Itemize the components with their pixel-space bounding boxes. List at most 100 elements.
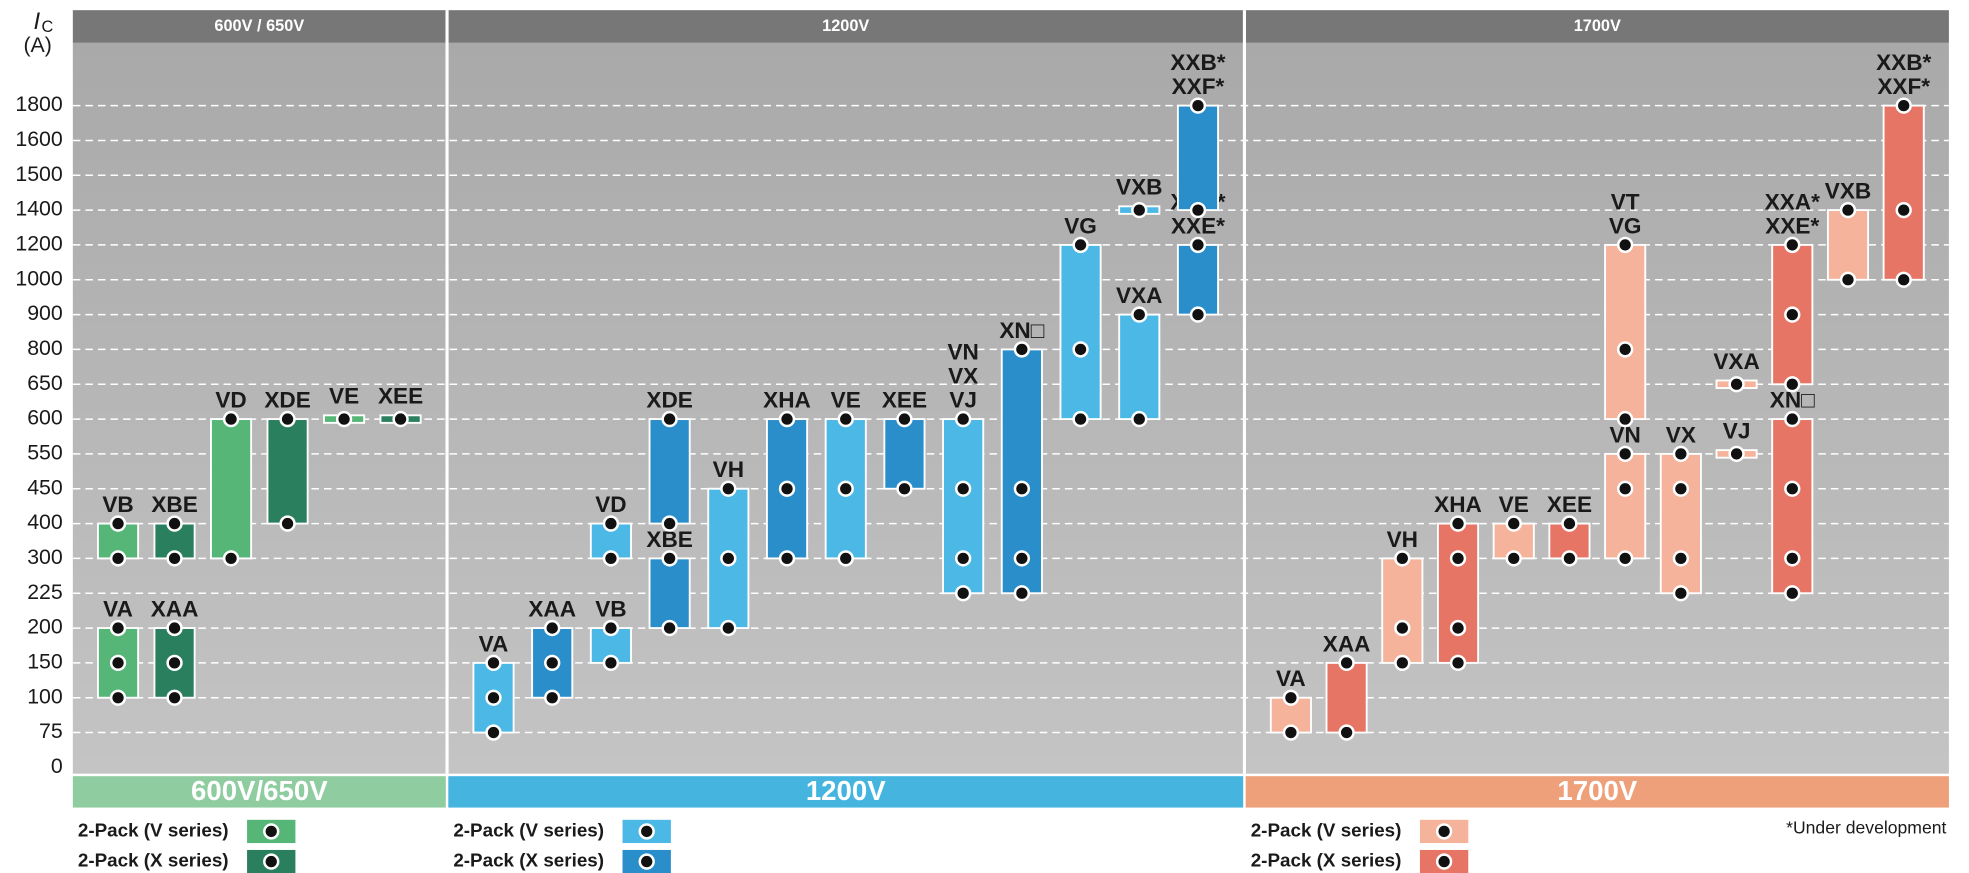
point-marker: [1785, 308, 1799, 322]
y-label-unit: (A): [23, 33, 51, 57]
product-label: VN: [947, 340, 978, 365]
point-marker: [1191, 203, 1205, 217]
point-marker: [780, 412, 794, 426]
range-bar: [1438, 524, 1478, 663]
y-tick-label: 1000: [15, 266, 63, 290]
point-marker: [721, 621, 735, 635]
range-bar: [267, 419, 307, 523]
section-header: 1200V: [822, 17, 869, 35]
product-label: VE: [1499, 492, 1529, 517]
point-marker: [168, 517, 182, 531]
range-bar: [1178, 106, 1218, 210]
y-tick-label: 200: [27, 615, 63, 639]
range-bar: [650, 419, 690, 523]
point-marker: [1618, 447, 1632, 461]
product-label: XEE: [1547, 492, 1592, 517]
product-label: VXA: [1713, 349, 1759, 374]
point-marker: [1785, 551, 1799, 565]
product-label: VH: [713, 457, 744, 482]
point-marker: [111, 517, 125, 531]
point-marker: [1191, 99, 1205, 113]
legend-dot: [640, 825, 654, 839]
range-bar: [1772, 419, 1812, 593]
range-bar: [211, 419, 251, 558]
point-marker: [1785, 482, 1799, 496]
y-tick-label: 900: [27, 301, 63, 325]
range-bar: [943, 419, 983, 593]
product-label: XHA: [763, 387, 811, 412]
point-marker: [111, 551, 125, 565]
point-marker: [1340, 726, 1354, 740]
point-marker: [1785, 377, 1799, 391]
chart: I C (A) *Under development 0751001502002…: [0, 0, 1969, 873]
range-bar: [650, 558, 690, 628]
point-marker: [663, 621, 677, 635]
legend-dot: [264, 825, 278, 839]
note: *Under development: [1786, 818, 1946, 838]
point-marker: [1451, 551, 1465, 565]
y-tick-label: 450: [27, 475, 63, 499]
point-marker: [168, 551, 182, 565]
y-tick-label: 100: [27, 684, 63, 708]
product-label: VD: [595, 492, 626, 517]
product-label: XXF*: [1877, 74, 1930, 99]
point-marker: [1730, 447, 1744, 461]
legend-label: 2-Pack (V series): [1251, 819, 1402, 840]
product-label: XXE*: [1765, 213, 1819, 238]
point-marker: [545, 621, 559, 635]
product-label: VX: [1666, 422, 1696, 447]
range-bar: [1605, 245, 1645, 419]
product-label: VJ: [1723, 419, 1751, 444]
legend-dot: [264, 855, 278, 869]
point-marker: [1897, 273, 1911, 287]
range-bar: [1605, 454, 1645, 558]
point-marker: [1015, 482, 1029, 496]
y-tick-label: 600: [27, 406, 63, 430]
point-marker: [1785, 238, 1799, 252]
point-marker: [1132, 308, 1146, 322]
point-marker: [487, 726, 501, 740]
point-marker: [780, 482, 794, 496]
point-marker: [1897, 203, 1911, 217]
section-band-label: 1700V: [1557, 775, 1637, 806]
range-bar: [1661, 454, 1701, 593]
product-label: VXA: [1116, 283, 1162, 308]
legend-dot: [1437, 855, 1451, 869]
product-label: XDE: [646, 387, 692, 412]
point-marker: [898, 482, 912, 496]
product-label: XEE: [882, 387, 927, 412]
point-marker: [1395, 656, 1409, 670]
product-label: VD: [215, 387, 246, 412]
range-bar: [1327, 663, 1367, 733]
product-label: XXB*: [1876, 50, 1931, 75]
range-bar: [1060, 245, 1100, 419]
point-marker: [545, 656, 559, 670]
point-marker: [1674, 586, 1688, 600]
y-tick-label: 1400: [15, 197, 63, 221]
point-marker: [111, 656, 125, 670]
product-label: VE: [831, 387, 861, 412]
point-marker: [1284, 691, 1298, 705]
point-marker: [281, 412, 295, 426]
point-marker: [545, 691, 559, 705]
legend-label: 2-Pack (X series): [453, 850, 604, 871]
point-marker: [1015, 343, 1029, 357]
range-bar: [1178, 245, 1218, 315]
point-marker: [780, 551, 794, 565]
section-header: 1700V: [1574, 17, 1621, 35]
point-marker: [663, 551, 677, 565]
legend-label: 2-Pack (X series): [78, 850, 229, 871]
point-marker: [1132, 203, 1146, 217]
product-label: VXB: [1825, 178, 1871, 203]
point-marker: [1618, 412, 1632, 426]
product-label: XAA: [528, 596, 576, 621]
point-marker: [956, 412, 970, 426]
point-marker: [1132, 412, 1146, 426]
y-tick-label: 225: [27, 580, 63, 604]
point-marker: [604, 621, 618, 635]
point-marker: [1015, 551, 1029, 565]
y-tick-label: 1500: [15, 162, 63, 186]
point-marker: [1674, 482, 1688, 496]
point-marker: [1395, 621, 1409, 635]
range-bar: [1828, 210, 1868, 280]
